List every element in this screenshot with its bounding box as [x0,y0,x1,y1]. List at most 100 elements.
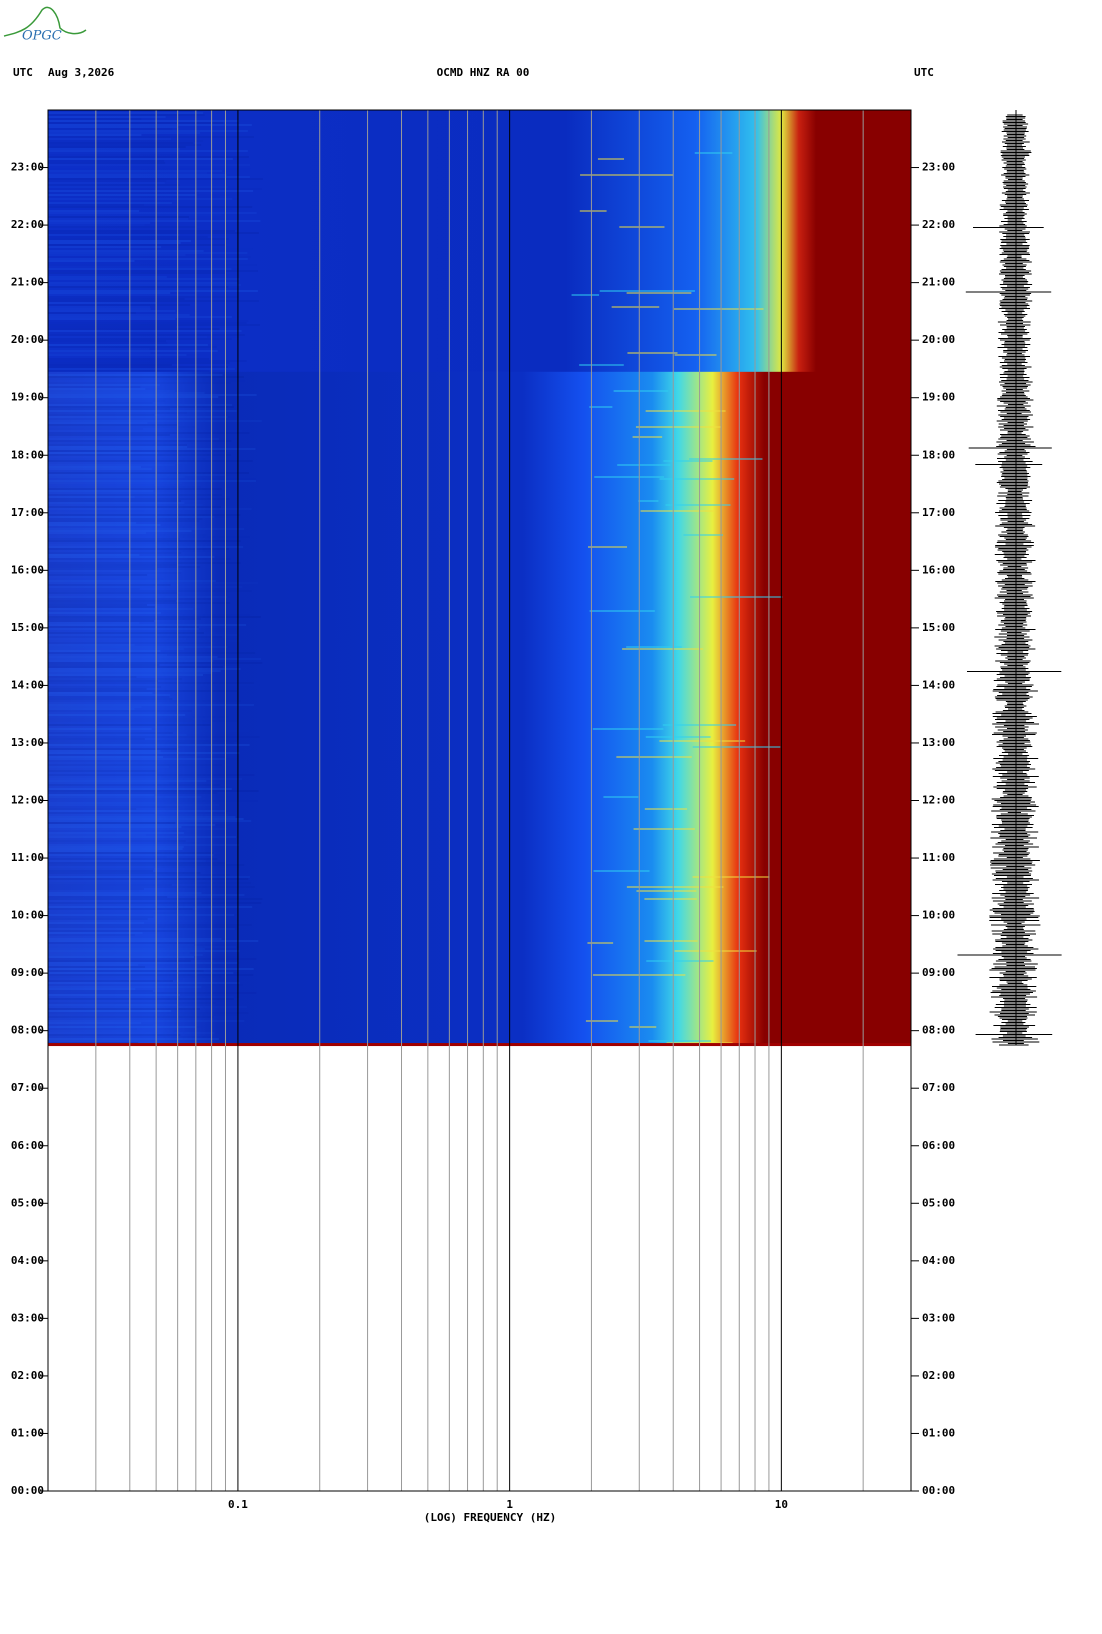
texture [692,876,770,878]
texture [48,744,250,746]
texture [48,730,249,732]
texture [48,304,191,306]
y-tick-label: 02:00 [11,1369,44,1382]
texture [48,812,155,814]
texture [48,180,167,182]
texture [48,648,184,650]
logo-curve [3,6,87,37]
texture [48,270,258,272]
y-tick-label: 15:00 [922,621,955,634]
texture [48,682,254,684]
texture [48,166,252,168]
texture [48,404,233,406]
texture [48,322,247,324]
texture [571,294,600,296]
texture [48,296,239,298]
x-axis-label: (LOG) FREQUENCY (HZ) [424,1511,556,1524]
texture [635,426,722,428]
texture [48,1042,139,1044]
texture [48,406,234,408]
seismogram [957,114,1062,1046]
texture [48,212,257,214]
texture [48,238,229,240]
texture [48,844,240,846]
texture [48,390,176,392]
texture [48,124,252,126]
texture [597,158,625,160]
texture [48,196,220,198]
texture [48,660,214,662]
texture [48,362,230,364]
texture [48,564,178,566]
texture [48,234,180,236]
texture [48,370,210,372]
texture [48,498,230,500]
texture [48,412,187,414]
y-tick-label: 19:00 [922,391,955,404]
texture [48,650,161,652]
texture [48,830,187,832]
y-tick-label: 08:00 [922,1024,955,1037]
texture [48,566,201,568]
texture [48,222,151,224]
y-tick-label: 16:00 [922,563,955,576]
texture [48,1010,172,1012]
texture [48,230,235,232]
texture [48,738,145,740]
texture [48,240,192,242]
texture [48,876,250,878]
texture [48,358,210,360]
texture [48,280,224,282]
texture [48,150,248,152]
texture [48,1036,214,1038]
texture [48,788,232,790]
texture [48,638,186,640]
texture [48,736,260,738]
texture [48,580,216,582]
texture [48,526,192,528]
texture [48,880,196,882]
texture [48,152,187,154]
texture [48,550,213,552]
texture [48,146,186,148]
texture [48,784,221,786]
texture [48,982,240,984]
texture [48,662,263,664]
texture [48,138,172,140]
texture [48,696,170,698]
texture [48,748,178,750]
texture [48,350,218,352]
texture [48,130,248,132]
texture [48,300,259,302]
y-tick-label: 13:00 [922,736,955,749]
texture [48,928,235,930]
texture [48,430,242,432]
texture [48,558,231,560]
y-tick-label: 06:00 [922,1139,955,1152]
texture [48,724,211,726]
texture [48,606,155,608]
right-label: UTC [914,66,934,79]
texture [690,596,783,598]
y-tick-label: 22:00 [922,218,955,231]
texture [48,786,149,788]
y-tick-label: 10:00 [11,909,44,922]
texture [48,226,197,228]
texture [48,636,222,638]
texture [48,140,204,142]
plot-frame [47,109,912,1492]
texture [645,736,711,738]
texture [48,652,256,654]
texture [48,920,229,922]
texture [48,228,188,230]
texture [48,804,220,806]
texture [48,944,195,946]
y-tick-label: 07:00 [11,1081,44,1094]
texture [48,120,239,122]
texture [48,410,237,412]
texture [48,478,256,480]
texture [48,320,249,322]
texture [48,318,176,320]
texture [48,782,170,784]
texture [48,184,180,186]
